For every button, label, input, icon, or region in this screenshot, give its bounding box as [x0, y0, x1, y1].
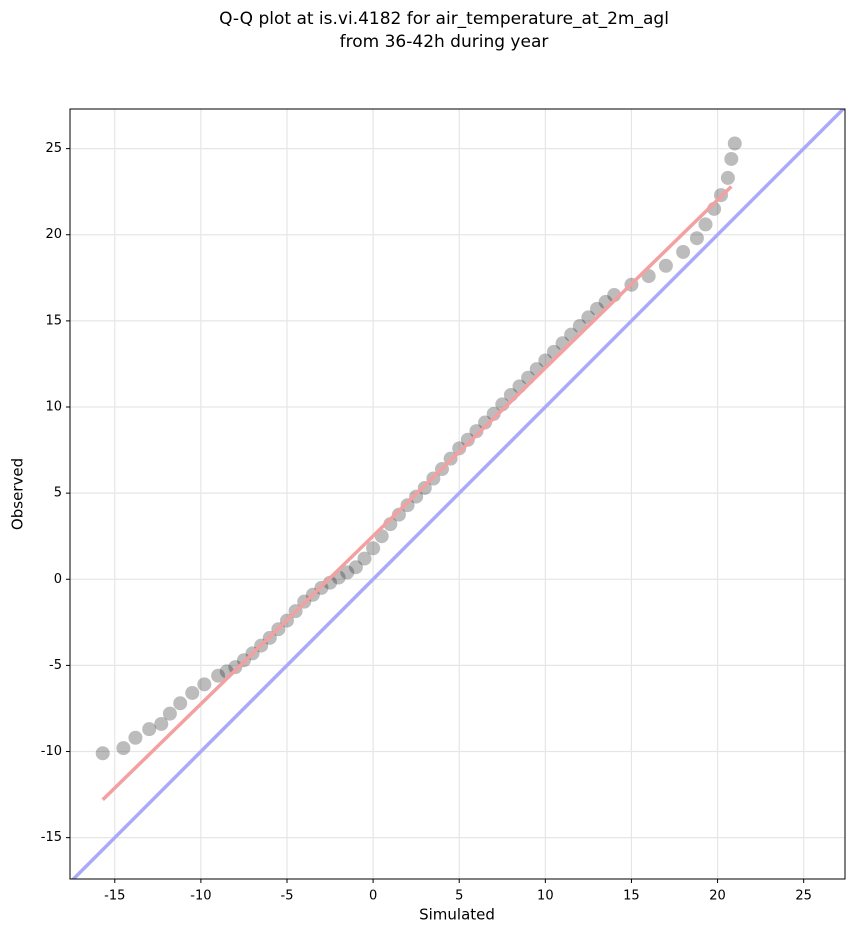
chart-title: from 36-42h during year [340, 32, 549, 52]
point [95, 746, 110, 761]
point [469, 424, 484, 439]
x-tick-label: 10 [537, 889, 554, 904]
x-tick-label: 20 [709, 889, 726, 904]
point [460, 432, 475, 447]
point [724, 151, 739, 166]
point [400, 498, 415, 513]
point [658, 258, 673, 273]
point [154, 716, 169, 731]
point [340, 565, 355, 580]
point [452, 441, 467, 456]
point [478, 415, 493, 430]
x-tick-label: 25 [795, 889, 812, 904]
point [128, 730, 143, 745]
y-tick-label: 25 [45, 141, 62, 156]
y-tick-label: -15 [41, 830, 62, 845]
point [720, 170, 735, 185]
point [348, 560, 363, 575]
x-tick-label: -5 [281, 889, 294, 904]
point [185, 685, 200, 700]
x-tick-label: -10 [190, 889, 211, 904]
point [116, 741, 131, 756]
y-tick-label: 5 [54, 486, 62, 501]
reference-line [101, 185, 733, 802]
x-tick-label: 0 [369, 889, 377, 904]
point [366, 541, 381, 556]
x-tick-label: 5 [455, 889, 463, 904]
point [391, 507, 406, 522]
x-tick-label: 15 [623, 889, 640, 904]
point [173, 696, 188, 711]
point [698, 217, 713, 232]
point [409, 489, 424, 504]
y-tick-label: 15 [45, 313, 62, 328]
plot-area [70, 109, 845, 879]
y-tick-label: -10 [41, 744, 62, 759]
x-axis-label: Simulated [419, 906, 495, 924]
axes-frame [69, 108, 846, 880]
y-tick-label: 0 [54, 572, 62, 587]
y-tick-label: -5 [49, 658, 62, 673]
point [727, 136, 742, 151]
point [142, 722, 157, 737]
reference-line [70, 109, 845, 879]
point [689, 231, 704, 246]
point [357, 551, 372, 566]
x-tick-label: -15 [104, 889, 125, 904]
y-tick-label: 20 [45, 227, 62, 242]
y-tick-label: 10 [45, 400, 62, 415]
point [197, 677, 212, 692]
point [211, 668, 226, 683]
point [162, 706, 177, 721]
point [228, 660, 243, 675]
point [676, 244, 691, 259]
chart-title: Q-Q plot at is.vi.4182 for air_temperatu… [219, 9, 669, 29]
y-axis-label: Observed [9, 458, 27, 530]
